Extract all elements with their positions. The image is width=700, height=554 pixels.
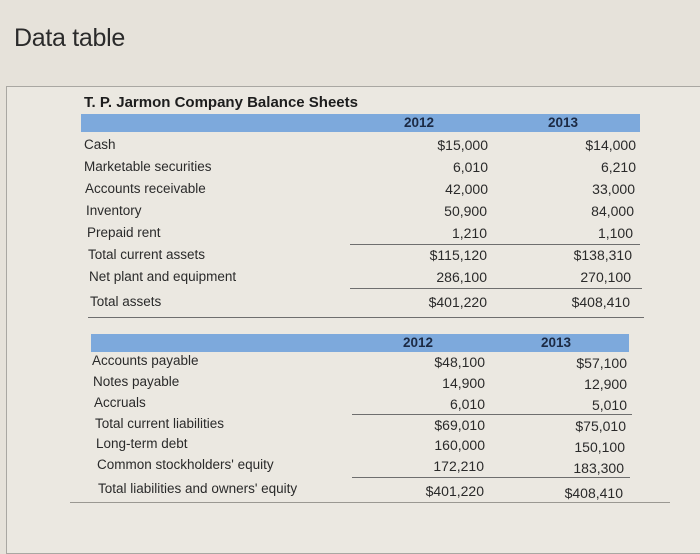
- value-2012: 42,000: [445, 181, 488, 197]
- value-2013: $57,100: [576, 355, 627, 371]
- subtotal-rule: [352, 414, 632, 415]
- table-caption: T. P. Jarmon Company Balance Sheets: [84, 94, 358, 111]
- row-label: Inventory: [86, 203, 142, 218]
- value-2013: $138,310: [573, 247, 632, 263]
- value-2012: 160,000: [434, 437, 485, 453]
- value-2013: 5,010: [591, 397, 627, 413]
- liabilities-year-2012: 2012: [403, 335, 434, 350]
- row-label: Net plant and equipment: [89, 269, 237, 284]
- value-2012: 14,900: [442, 375, 485, 391]
- value-2013: 12,900: [584, 376, 627, 392]
- total-rule: [70, 502, 670, 503]
- row-label: Notes payable: [93, 374, 180, 389]
- row-label: Total current liabilities: [95, 416, 225, 431]
- value-2013: $75,010: [575, 418, 626, 434]
- value-2012: $115,120: [429, 247, 487, 263]
- value-2012: $401,220: [425, 483, 484, 499]
- value-2012: 172,210: [433, 458, 484, 474]
- liabilities-header-band: 2012 2013: [91, 334, 629, 352]
- assets-header-band: 2012 2013: [81, 114, 640, 132]
- value-2013: 84,000: [591, 203, 634, 219]
- value-2012: 6,010: [452, 159, 488, 175]
- data-table-panel: [6, 86, 700, 554]
- value-2012: $15,000: [437, 137, 488, 153]
- row-label: Accounts receivable: [85, 181, 206, 196]
- row-label: Cash: [84, 137, 116, 152]
- liabilities-year-2013: 2013: [541, 335, 572, 350]
- assets-year-2012: 2012: [404, 115, 435, 130]
- page-title: Data table: [14, 24, 125, 52]
- row-label: Total assets: [90, 294, 162, 309]
- total-rule: [88, 317, 644, 318]
- value-2013: 1,100: [597, 225, 633, 241]
- value-2013: 270,100: [580, 269, 631, 285]
- subtotal-rule: [350, 244, 640, 245]
- value-2013: 33,000: [592, 181, 635, 197]
- value-2012: 6,010: [449, 396, 485, 412]
- value-2012: 1,210: [451, 225, 487, 241]
- row-label: Total liabilities and owners' equity: [98, 481, 298, 496]
- value-2013: 6,210: [600, 159, 636, 175]
- row-label: Total current assets: [88, 247, 206, 262]
- row-label: Common stockholders' equity: [97, 457, 274, 472]
- value-2012: 50,900: [444, 203, 487, 219]
- row-label: Accruals: [94, 395, 146, 410]
- value-2013: $14,000: [585, 137, 636, 153]
- row-label: Prepaid rent: [87, 225, 161, 240]
- value-2013: 150,100: [574, 439, 625, 455]
- value-2013: $408,410: [564, 485, 623, 501]
- value-2012: $401,220: [428, 294, 487, 310]
- value-2013: 183,300: [573, 460, 624, 476]
- value-2013: $408,410: [571, 294, 630, 310]
- row-label: Marketable securities: [84, 159, 212, 174]
- row-label: Long-term debt: [96, 436, 188, 451]
- subtotal-rule: [352, 477, 630, 478]
- value-2012: $69,010: [434, 417, 485, 433]
- value-2012: $48,100: [434, 354, 485, 370]
- subtotal-rule: [350, 288, 642, 289]
- row-label: Accounts payable: [92, 353, 199, 368]
- value-2012: 286,100: [436, 269, 487, 285]
- assets-year-2013: 2013: [548, 115, 579, 130]
